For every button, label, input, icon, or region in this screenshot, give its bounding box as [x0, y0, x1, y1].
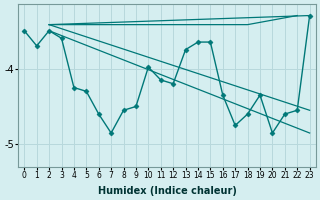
X-axis label: Humidex (Indice chaleur): Humidex (Indice chaleur): [98, 186, 236, 196]
